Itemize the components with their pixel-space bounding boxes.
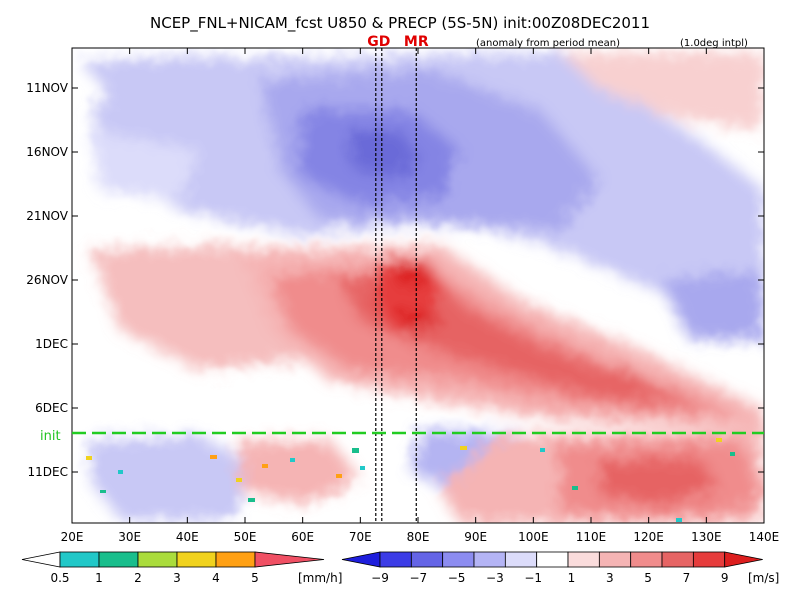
x-tick-label: 110E <box>576 530 607 544</box>
wind-swatch <box>504 551 538 568</box>
x-tick-label: 130E <box>691 530 722 544</box>
precip-swatch <box>21 551 61 568</box>
wind-tick-label: −9 <box>371 571 389 585</box>
precip-swatch <box>254 551 325 568</box>
wind-tick-label: −3 <box>486 571 504 585</box>
y-tick-label: 16NOV <box>26 145 68 159</box>
y-axis: 11NOV 16NOV 21NOV 26NOV 1DEC 6DEC 11DEC <box>26 81 764 479</box>
precip-tick-label: 0.5 <box>50 571 69 585</box>
wind-tick-label: 1 <box>568 571 576 585</box>
marker-label: GD <box>367 34 390 50</box>
y-tick-label: 11NOV <box>26 81 68 95</box>
precip-swatch <box>98 551 139 568</box>
wind-swatch <box>473 551 506 568</box>
x-tick-label: 100E <box>518 530 549 544</box>
x-tick-label: 30E <box>118 530 141 544</box>
precip-unit: [mm/h] <box>298 571 342 585</box>
precip-swatch <box>215 551 256 568</box>
wind-tick-label: −7 <box>409 571 427 585</box>
x-tick-label: 40E <box>176 530 199 544</box>
anomaly-subtitle: (anomaly from period mean) <box>476 38 620 49</box>
wind-swatch <box>598 551 632 568</box>
y-tick-label: 6DEC <box>35 401 68 415</box>
wind-tick-label: −1 <box>524 571 542 585</box>
precip-tick-label: 4 <box>212 571 220 585</box>
wind-tick-label: 7 <box>683 571 691 585</box>
wind-tick-label: 9 <box>721 571 729 585</box>
chart-title: NCEP_FNL+NICAM_fcst U850 & PRECP (5S-5N)… <box>150 14 650 33</box>
x-tick-label: 20E <box>61 530 84 544</box>
precip-tick-label: 1 <box>95 571 103 585</box>
wind-swatch <box>692 551 726 568</box>
y-tick-label: 1DEC <box>35 337 68 351</box>
precip-tick-label: 5 <box>251 571 259 585</box>
x-tick-label: 50E <box>234 530 257 544</box>
precip-swatch <box>176 551 217 568</box>
wind-swatch <box>630 551 663 568</box>
precip-tick-label: 3 <box>173 571 181 585</box>
wind-swatch <box>567 551 600 568</box>
wind-swatch <box>661 551 694 568</box>
precip-tick-label: 2 <box>134 571 142 585</box>
wind-tick-label: 5 <box>644 571 652 585</box>
wind-swatch <box>536 551 569 568</box>
x-tick-label: 90E <box>464 530 487 544</box>
interp-subtitle: (1.0deg intpl) <box>680 38 748 49</box>
wind-tick-label: −5 <box>448 571 466 585</box>
wind-swatch <box>410 551 444 568</box>
wind-swatch <box>379 551 412 568</box>
wind-unit: [m/s] <box>748 571 779 585</box>
marker-label: MR <box>404 34 429 50</box>
precip-speckles <box>86 438 735 522</box>
x-tick-label: 70E <box>349 530 372 544</box>
precip-colorbar: 0.5 1 2 3 4 5 <box>21 551 325 585</box>
precip-swatch <box>59 551 100 568</box>
y-tick-label: 26NOV <box>26 273 68 287</box>
x-tick-label: 60E <box>291 530 314 544</box>
marker-lines: GD MR <box>367 34 429 523</box>
x-axis: 20E 30E 40E 50E 60E 70E 80E 90E 100E 110E 120E 130E… <box>61 48 780 544</box>
wind-swatch <box>724 551 763 568</box>
y-tick-label: 11DEC <box>28 465 68 479</box>
x-tick-label: 80E <box>407 530 430 544</box>
anomaly-field <box>72 48 764 523</box>
wind-colorbar: −9 −7 −5 −3 −1 1 3 5 7 9 <box>341 551 763 585</box>
x-tick-label: 140E <box>749 530 780 544</box>
init-label: init <box>40 429 61 444</box>
wind-swatch <box>442 551 475 568</box>
precip-swatch <box>137 551 178 568</box>
x-tick-label: 120E <box>633 530 664 544</box>
wind-swatch <box>341 551 381 568</box>
y-tick-label: 21NOV <box>26 209 68 223</box>
wind-tick-label: 3 <box>606 571 614 585</box>
